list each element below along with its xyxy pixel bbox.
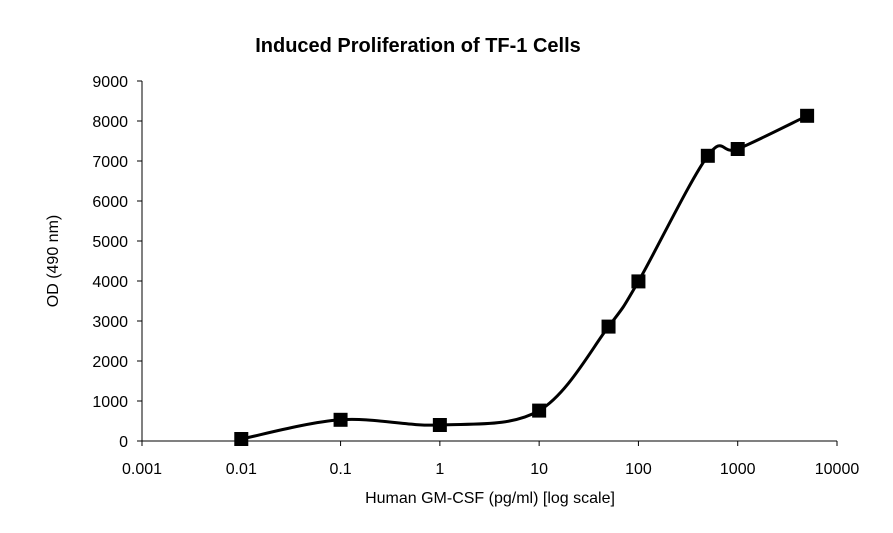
x-tick-label: 0.01 bbox=[226, 461, 257, 478]
data-point-marker bbox=[700, 148, 715, 163]
x-tick-label: 0.001 bbox=[122, 461, 162, 478]
y-tick-label: 4000 bbox=[92, 274, 128, 291]
y-tick-label: 1000 bbox=[92, 394, 128, 411]
series-line bbox=[239, 114, 809, 441]
series-group bbox=[234, 108, 815, 446]
y-tick-label: 6000 bbox=[92, 194, 128, 211]
x-tick-label: 1000 bbox=[720, 461, 756, 478]
data-point-marker bbox=[532, 403, 547, 418]
y-tick-label: 0 bbox=[119, 434, 128, 451]
y-axis: 0 1000 2000 3000 4000 5000 6000 7000 8000 9000 bbox=[92, 74, 143, 451]
y-tick-label: 3000 bbox=[92, 314, 128, 331]
y-tick-label: 9000 bbox=[92, 74, 128, 91]
data-point-marker bbox=[234, 432, 249, 446]
data-point-marker bbox=[730, 142, 745, 156]
y-tick-label: 2000 bbox=[92, 354, 128, 371]
x-axis: 0.001 0.01 0.1 1 10 100 1000 10000 bbox=[122, 440, 860, 478]
x-tick-label: 10000 bbox=[815, 461, 860, 478]
y-tick-label: 5000 bbox=[92, 234, 128, 251]
chart-title: Induced Proliferation of TF-1 Cells bbox=[255, 35, 581, 57]
x-tick-label: 100 bbox=[625, 461, 652, 478]
x-tick-label: 0.1 bbox=[329, 461, 351, 478]
x-tick-label: 1 bbox=[435, 461, 444, 478]
data-point-marker bbox=[800, 108, 815, 123]
data-point-marker bbox=[601, 319, 616, 334]
x-tick-label: 10 bbox=[530, 461, 548, 478]
y-tick-label: 8000 bbox=[92, 114, 128, 131]
data-point-marker bbox=[631, 274, 646, 289]
y-tick-label: 7000 bbox=[92, 154, 128, 171]
data-point-marker bbox=[432, 418, 447, 432]
data-point-marker bbox=[333, 412, 348, 427]
x-axis-label: Human GM-CSF (pg/ml) [log scale] bbox=[365, 490, 615, 507]
y-axis-label: OD (490 nm) bbox=[45, 215, 62, 307]
